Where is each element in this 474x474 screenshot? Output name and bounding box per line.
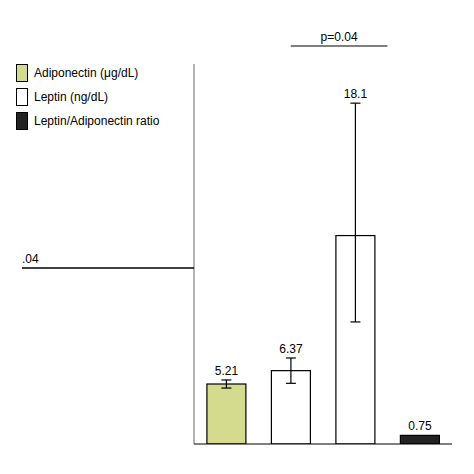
- svg-text:5.21: 5.21: [215, 364, 239, 378]
- svg-text:p=0.04: p=0.04: [321, 30, 358, 44]
- svg-text:18.1: 18.1: [344, 87, 368, 101]
- html-text:Leptin/Adiponectin ratio: Leptin/Adiponectin ratio: [34, 114, 160, 128]
- html-text:Leptin (ng/dL): Leptin (ng/dL): [34, 90, 109, 104]
- html-text:Adiponectin (μg/dL): Adiponectin (μg/dL): [34, 66, 139, 80]
- svg-text:6.37: 6.37: [279, 342, 303, 356]
- svg-text:.04: .04: [22, 252, 39, 266]
- svg-text:0.75: 0.75: [408, 419, 432, 433]
